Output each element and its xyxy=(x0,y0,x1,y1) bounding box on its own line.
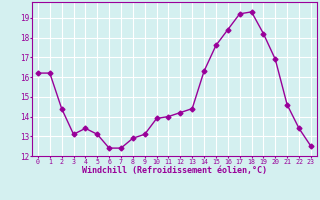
X-axis label: Windchill (Refroidissement éolien,°C): Windchill (Refroidissement éolien,°C) xyxy=(82,166,267,175)
